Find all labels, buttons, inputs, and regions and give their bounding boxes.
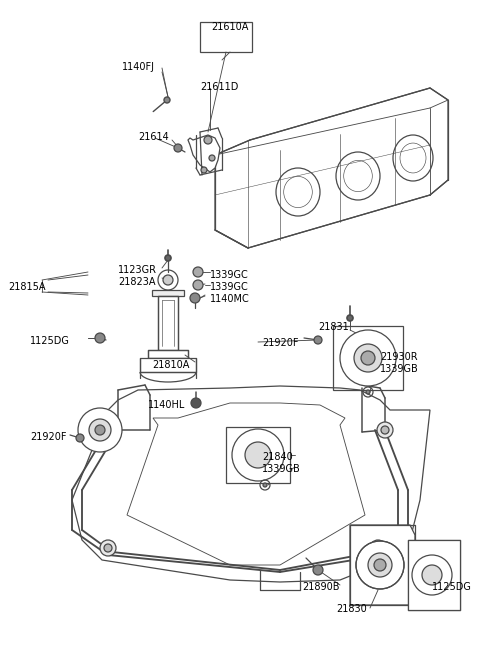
Circle shape xyxy=(164,97,170,103)
Polygon shape xyxy=(215,88,448,248)
Text: 21610A: 21610A xyxy=(211,22,249,32)
Circle shape xyxy=(412,555,452,595)
Circle shape xyxy=(174,144,182,152)
Text: 21930R: 21930R xyxy=(380,352,418,362)
Circle shape xyxy=(204,136,212,144)
Circle shape xyxy=(89,419,111,441)
Circle shape xyxy=(78,408,122,452)
Text: 1125DG: 1125DG xyxy=(30,336,70,346)
Circle shape xyxy=(422,565,442,585)
Circle shape xyxy=(100,540,116,556)
Circle shape xyxy=(347,315,353,321)
Bar xyxy=(226,427,290,483)
Circle shape xyxy=(356,541,404,589)
Polygon shape xyxy=(148,350,188,358)
Circle shape xyxy=(368,553,392,577)
Circle shape xyxy=(366,390,370,394)
Text: 21614: 21614 xyxy=(138,132,169,142)
Circle shape xyxy=(193,267,203,277)
Circle shape xyxy=(251,448,265,462)
Circle shape xyxy=(165,255,171,261)
Text: 21611D: 21611D xyxy=(200,82,239,92)
Circle shape xyxy=(201,167,207,173)
Circle shape xyxy=(381,426,389,434)
Bar xyxy=(333,326,403,390)
Circle shape xyxy=(232,429,284,481)
Text: 1140MC: 1140MC xyxy=(210,294,250,304)
Text: 1123GR: 1123GR xyxy=(118,265,157,275)
Circle shape xyxy=(263,483,267,487)
Bar xyxy=(408,540,460,610)
Text: 1140HL: 1140HL xyxy=(148,400,185,410)
Circle shape xyxy=(190,293,200,303)
Text: 21920F: 21920F xyxy=(30,432,67,442)
Text: 21810A: 21810A xyxy=(152,360,190,370)
Text: 21823A: 21823A xyxy=(118,277,156,287)
Circle shape xyxy=(314,336,322,344)
Polygon shape xyxy=(140,358,196,372)
Text: 21815A: 21815A xyxy=(8,282,46,292)
Circle shape xyxy=(370,540,386,556)
Circle shape xyxy=(95,425,105,435)
Circle shape xyxy=(244,441,272,469)
Circle shape xyxy=(209,155,215,161)
Polygon shape xyxy=(152,290,184,296)
Polygon shape xyxy=(158,296,178,350)
Text: 21840: 21840 xyxy=(262,452,293,462)
Text: 1125DG: 1125DG xyxy=(432,582,472,592)
Circle shape xyxy=(374,559,386,571)
Text: 1339GB: 1339GB xyxy=(380,364,419,374)
Circle shape xyxy=(374,544,382,552)
Circle shape xyxy=(245,442,271,468)
Circle shape xyxy=(104,544,112,552)
Circle shape xyxy=(361,351,375,365)
Text: 21920F: 21920F xyxy=(262,338,299,348)
Bar xyxy=(200,22,252,52)
Polygon shape xyxy=(127,403,365,565)
Text: 21831: 21831 xyxy=(318,322,349,332)
Polygon shape xyxy=(72,386,430,582)
Circle shape xyxy=(193,280,203,290)
Text: 21830: 21830 xyxy=(336,604,367,614)
Circle shape xyxy=(80,422,96,438)
Polygon shape xyxy=(350,525,415,605)
Text: 1339GC: 1339GC xyxy=(210,282,249,292)
Circle shape xyxy=(313,565,323,575)
Circle shape xyxy=(340,330,396,386)
Circle shape xyxy=(446,571,454,579)
Text: 1339GB: 1339GB xyxy=(262,464,301,474)
Circle shape xyxy=(95,333,105,343)
Text: 1140FJ: 1140FJ xyxy=(122,62,155,72)
Circle shape xyxy=(163,275,173,285)
Circle shape xyxy=(76,434,84,442)
Text: 21890B: 21890B xyxy=(302,582,339,592)
Circle shape xyxy=(84,426,92,434)
Circle shape xyxy=(354,344,382,372)
Circle shape xyxy=(191,398,201,408)
Circle shape xyxy=(377,422,393,438)
Polygon shape xyxy=(188,135,220,172)
Text: 1339GC: 1339GC xyxy=(210,270,249,280)
